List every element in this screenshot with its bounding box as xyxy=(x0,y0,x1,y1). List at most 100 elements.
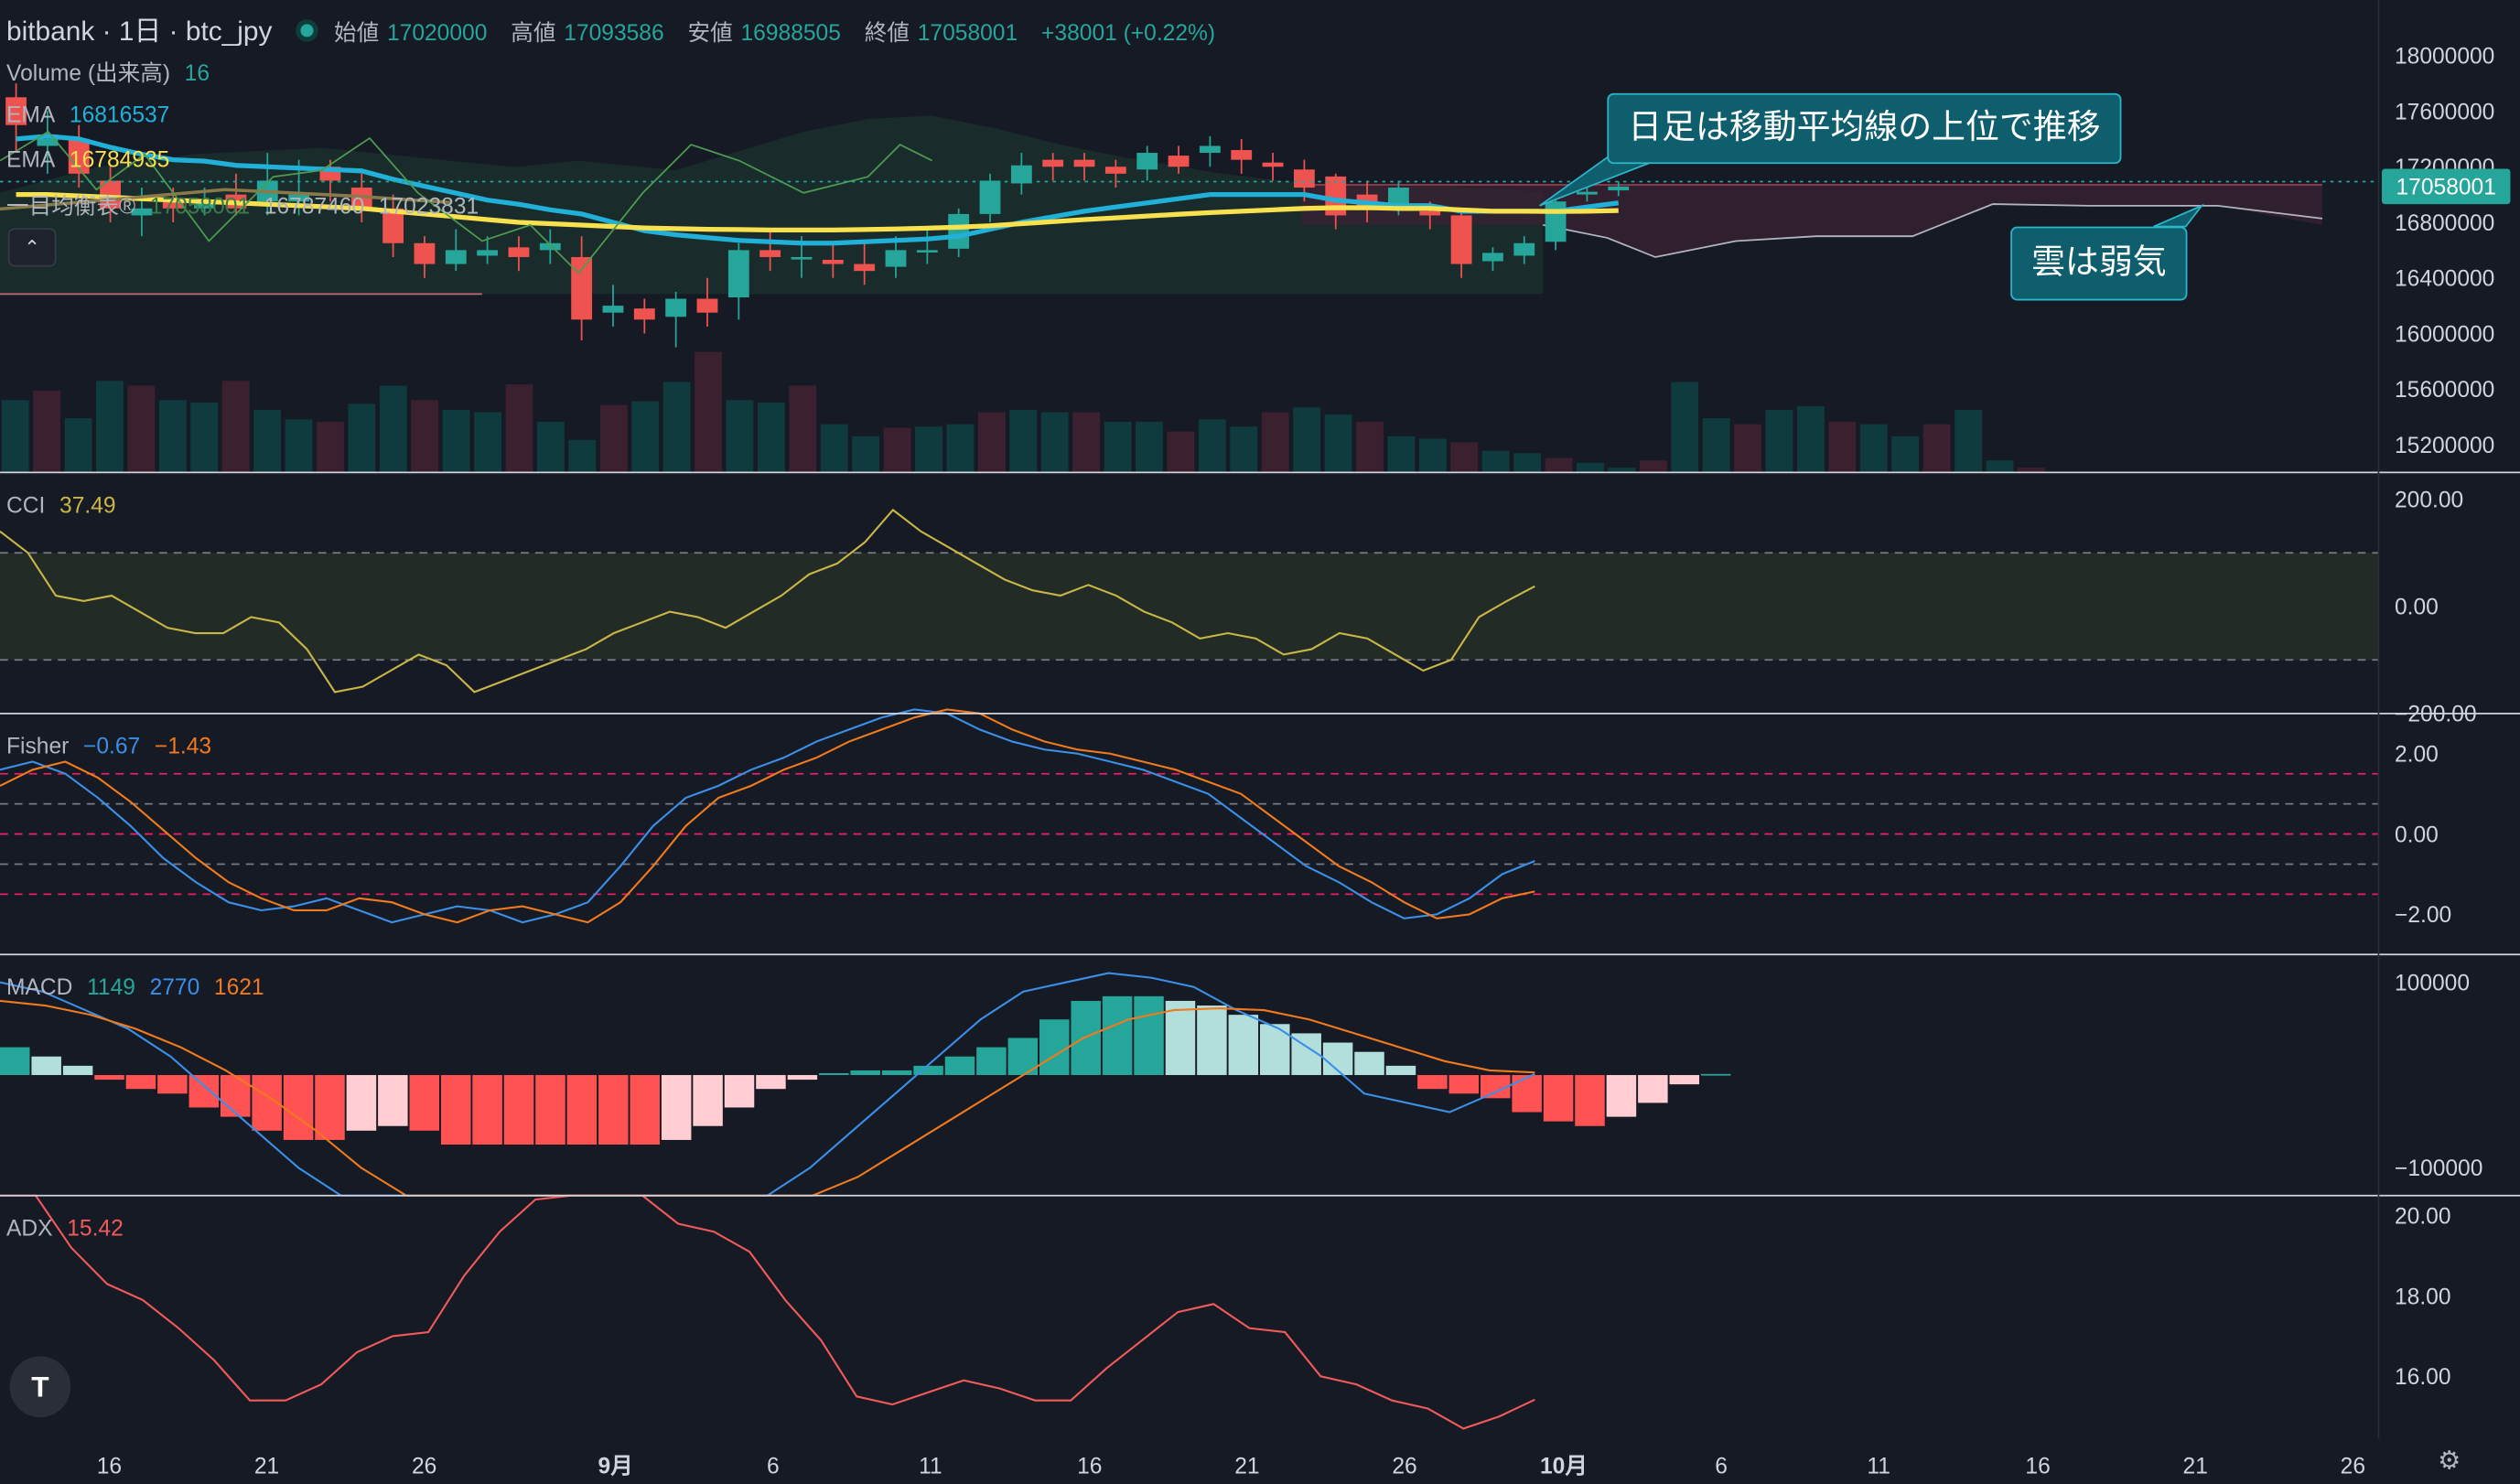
macd-histogram-bar xyxy=(598,1075,629,1145)
time-tick-label: 26 xyxy=(1392,1455,1416,1479)
candle-body xyxy=(727,250,749,298)
macd-legend[interactable]: MACD 1149 2770 1621 xyxy=(6,973,264,1000)
volume-bar xyxy=(64,418,92,473)
volume-bar xyxy=(96,381,124,473)
volume-bar xyxy=(190,402,219,473)
fisher-legend[interactable]: Fisher −0.67 −1.43 xyxy=(6,732,212,759)
ichimoku-legend[interactable]: 一目均衡表® 17058001 16787460 17023831 xyxy=(6,192,479,219)
candle-body xyxy=(1419,210,1441,216)
macd-histogram-bar xyxy=(1512,1075,1542,1113)
adx-line xyxy=(0,1194,1535,1430)
macd-histogram-bar xyxy=(378,1075,408,1126)
macd-histogram-bar xyxy=(1575,1075,1605,1126)
candle-body xyxy=(1481,253,1503,262)
time-tick-label: 21 xyxy=(254,1455,279,1479)
macd-histogram-bar xyxy=(220,1075,251,1117)
candle-body xyxy=(162,201,184,209)
candle-body xyxy=(602,306,624,313)
collapse-legend-button[interactable]: ⌃ xyxy=(7,228,57,267)
volume-bar xyxy=(977,412,1006,473)
gear-icon[interactable]: ⚙ xyxy=(2438,1447,2461,1476)
macd-histogram-bar xyxy=(630,1075,660,1145)
volume-bar xyxy=(1040,412,1069,473)
macd-histogram-bar xyxy=(1134,995,1164,1076)
macd-histogram-bar xyxy=(661,1075,692,1140)
candle-body xyxy=(382,208,404,243)
volume-legend[interactable]: Volume (出来高) 16 xyxy=(6,59,210,86)
live-dot-icon xyxy=(300,24,314,38)
candle-body xyxy=(288,194,310,202)
volume-bar xyxy=(915,426,942,473)
chevron-up-icon: ⌃ xyxy=(24,236,40,259)
pane-separators xyxy=(0,0,2520,1438)
candle-body xyxy=(916,250,938,253)
callout-cloud-note[interactable]: 雲は弱気 xyxy=(2010,226,2188,301)
volume-bar xyxy=(757,402,785,473)
lagging-span xyxy=(0,130,933,274)
volume-bar xyxy=(1324,414,1352,473)
volume-bar xyxy=(726,400,754,473)
adx-legend[interactable]: ADX 15.42 xyxy=(6,1214,124,1241)
volume-bar xyxy=(505,384,533,473)
candle-body xyxy=(1577,191,1598,195)
volume-bar xyxy=(1828,422,1857,473)
candle-body xyxy=(1104,167,1126,174)
ohlc-open: 始値 17020000 xyxy=(334,19,488,46)
volume-bar xyxy=(1577,462,1604,473)
time-tick-label: 26 xyxy=(412,1455,436,1479)
cci-tick-label: 0.00 xyxy=(2395,596,2439,620)
candle-body xyxy=(791,256,813,260)
volume-bar xyxy=(599,404,628,473)
candle-body xyxy=(885,250,907,267)
adx-tick-label: 16.00 xyxy=(2395,1365,2451,1390)
ema1-legend[interactable]: EMA 16816537 xyxy=(6,101,170,127)
candle-body xyxy=(1073,159,1095,167)
time-tick-label: 11 xyxy=(919,1455,942,1479)
volume-bar xyxy=(1891,436,1920,473)
macd-histogram-bar xyxy=(0,1047,30,1076)
macd-histogram-bar xyxy=(1669,1075,1700,1085)
macd-histogram-bar xyxy=(503,1075,534,1145)
cci-legend[interactable]: CCI 37.49 xyxy=(6,491,116,518)
volume-bar xyxy=(474,412,501,473)
current-price-label: 17058001 xyxy=(2396,176,2496,200)
time-tick-label: 9月 xyxy=(598,1455,633,1479)
candle-body xyxy=(5,97,27,125)
candle-body xyxy=(1168,156,1190,167)
macd-histogram-bar xyxy=(283,1075,314,1140)
callout-trend-note[interactable]: 日足は移動平均線の上位で推移 xyxy=(1607,92,2122,165)
ema2-legend[interactable]: EMA 16784935 xyxy=(6,145,170,172)
volume-bar xyxy=(883,427,911,473)
macd-histogram-bar xyxy=(787,1075,818,1081)
volume-bar xyxy=(1,400,29,473)
volume-bar xyxy=(1009,409,1038,473)
callout-pointer-2 xyxy=(2153,203,2205,228)
tradingview-logo-icon[interactable]: T xyxy=(9,1356,71,1418)
volume-bar xyxy=(1671,382,1699,473)
time-tick-label: 21 xyxy=(2183,1455,2208,1479)
candle-body xyxy=(854,263,876,272)
candle-body xyxy=(68,138,90,174)
macd-histogram-bar xyxy=(881,1070,912,1076)
candle-body xyxy=(508,247,530,257)
macd-histogram-bar xyxy=(850,1070,880,1076)
candle-body xyxy=(1136,153,1158,170)
current-price-tag xyxy=(2381,168,2511,205)
macd-histogram-bar xyxy=(31,1056,61,1076)
macd-pane xyxy=(0,972,1731,1197)
price-tick-label: 18000000 xyxy=(2395,45,2494,70)
volume-bar xyxy=(285,419,313,473)
macd-histogram-bar xyxy=(1448,1075,1480,1094)
volume-bars xyxy=(1,351,2045,473)
volume-bar xyxy=(348,403,376,473)
candle-body xyxy=(1608,186,1630,191)
volume-bar xyxy=(1198,419,1226,473)
candle-body xyxy=(477,250,499,256)
macd-histogram-bar xyxy=(1606,1075,1637,1117)
candle-body xyxy=(1010,165,1032,184)
volume-bar xyxy=(2017,468,2045,473)
candle-body xyxy=(665,298,687,317)
candle-body xyxy=(539,242,561,251)
candle-body xyxy=(633,308,655,320)
